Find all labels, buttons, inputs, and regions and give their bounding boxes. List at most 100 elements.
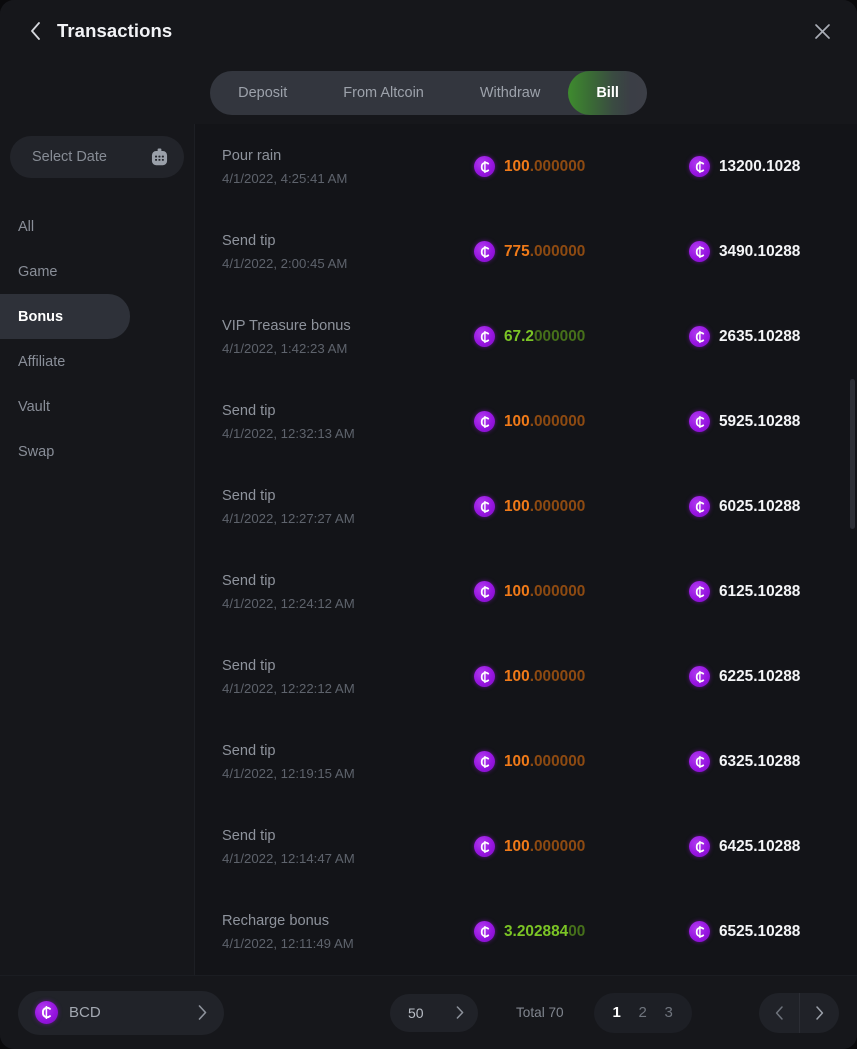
back-button[interactable] xyxy=(22,18,48,44)
transaction-amount-trailing: .000000 xyxy=(529,752,586,770)
currency-selector[interactable]: BCD xyxy=(18,990,224,1035)
transaction-balance: 6325.10288 xyxy=(719,752,801,770)
transaction-title: Send tip xyxy=(222,742,276,759)
transaction-amount-significant: 100 xyxy=(504,582,530,600)
transaction-amount-trailing: .000000 xyxy=(529,412,586,430)
sidebar-item-bonus[interactable]: Bonus xyxy=(0,294,130,339)
transaction-amount-cell: 67.2000000 xyxy=(474,326,689,347)
transaction-timestamp: 4/1/2022, 4:25:41 AM xyxy=(222,170,348,186)
transaction-title: VIP Treasure bonus xyxy=(222,317,351,334)
transaction-balance: 6125.10288 xyxy=(719,582,801,600)
tab-deposit[interactable]: Deposit xyxy=(238,85,288,101)
next-page-button[interactable] xyxy=(799,992,839,1033)
transaction-list[interactable]: Pour rain 4/1/2022, 4:25:41 AM 100.000000 1… xyxy=(195,124,857,975)
sidebar-item-game[interactable]: Game xyxy=(18,263,58,280)
transaction-amount-trailing: 000000 xyxy=(533,327,586,345)
transaction-row[interactable]: Pour rain 4/1/2022, 4:25:41 AM 100.000000 1… xyxy=(195,124,857,209)
transaction-row[interactable]: VIP Treasure bonus 4/1/2022, 1:42:23 AM 67… xyxy=(195,294,857,379)
modal-footer: BCD 50 Total 70 1 2 3 xyxy=(0,975,857,1049)
transaction-amount-cell: 100.000000 xyxy=(474,836,689,857)
page-button-2[interactable]: 2 xyxy=(638,1004,647,1021)
page-size-chevron xyxy=(456,1006,464,1019)
tabbar-container: Deposit From Altcoin Withdraw Bill xyxy=(0,62,857,124)
page-size-selector[interactable]: 50 xyxy=(390,993,478,1032)
sidebar-item-vault[interactable]: Vault xyxy=(18,398,50,415)
date-picker[interactable]: Select Date xyxy=(10,136,184,178)
page-title: Transactions xyxy=(57,20,173,41)
tab-from-altcoin[interactable]: From Altcoin xyxy=(343,85,424,101)
transaction-timestamp: 4/1/2022, 2:00:45 AM xyxy=(222,255,348,271)
chevron-right-icon xyxy=(198,1005,207,1020)
transaction-amount-cell: 775.000000 xyxy=(474,241,689,262)
transaction-amount: 100.000000 xyxy=(504,583,585,601)
transaction-balance-cell: 6425.10288 xyxy=(689,836,857,857)
transaction-title: Pour rain xyxy=(222,147,282,164)
transaction-timestamp: 4/1/2022, 12:24:12 AM xyxy=(222,595,355,611)
transaction-amount-trailing: .000000 xyxy=(529,667,586,685)
bcd-coin-icon xyxy=(474,326,495,347)
transaction-balance: 6225.10288 xyxy=(719,667,801,685)
transaction-balance: 6025.10288 xyxy=(719,497,801,515)
prev-page-button[interactable] xyxy=(759,993,799,1033)
transaction-amount-significant: 100 xyxy=(504,497,530,515)
date-picker-label: Select Date xyxy=(32,149,107,165)
tab-withdraw[interactable]: Withdraw xyxy=(479,85,541,101)
transaction-balance-cell: 6125.10288 xyxy=(689,581,857,602)
transaction-info: Send tip 4/1/2022, 12:19:15 AM xyxy=(222,743,474,781)
transaction-balance: 3490.10288 xyxy=(719,242,801,260)
transaction-balance: 13200.1028 xyxy=(719,157,801,175)
transaction-title: Send tip xyxy=(222,402,276,419)
sidebar-item-all[interactable]: All xyxy=(18,218,35,235)
transaction-amount: 100.000000 xyxy=(504,753,585,771)
cent-symbol-icon xyxy=(480,925,489,938)
transaction-balance: 6525.10288 xyxy=(719,922,801,940)
transaction-row[interactable]: Send tip 4/1/2022, 12:27:27 AM 100.000000 6… xyxy=(195,464,857,549)
transaction-row[interactable]: Send tip 4/1/2022, 12:19:15 AM 100.000000 6… xyxy=(195,719,857,804)
transaction-row[interactable]: Recharge bonus 4/1/2022, 12:11:49 AM 3.202… xyxy=(195,889,857,974)
chevron-left-icon xyxy=(30,22,40,40)
currency-chevron xyxy=(198,1005,207,1020)
transaction-amount: 775.000000 xyxy=(504,243,585,261)
page-button-1[interactable]: 1 xyxy=(612,1004,621,1021)
transaction-amount-trailing: .000000 xyxy=(529,242,586,260)
bcd-coin-icon xyxy=(474,496,495,517)
transaction-list-container: Pour rain 4/1/2022, 4:25:41 AM 100.000000 1… xyxy=(195,124,857,975)
transaction-balance: 6425.10288 xyxy=(719,837,801,855)
cent-symbol-icon xyxy=(695,670,704,683)
transaction-balance: 2635.10288 xyxy=(719,327,801,345)
transaction-balance-cell: 6025.10288 xyxy=(689,496,857,517)
page-button-3[interactable]: 3 xyxy=(664,1004,673,1021)
cent-symbol-icon xyxy=(480,415,489,428)
transaction-timestamp: 4/1/2022, 12:27:27 AM xyxy=(222,510,355,526)
transaction-amount: 67.2000000 xyxy=(504,328,585,346)
bcd-coin-icon xyxy=(474,411,495,432)
bcd-coin-icon xyxy=(689,496,710,517)
transaction-balance-cell: 6525.10288 xyxy=(689,921,857,942)
bcd-coin-icon xyxy=(35,1001,58,1024)
scrollbar-thumb[interactable] xyxy=(850,379,855,529)
cent-symbol-icon xyxy=(480,670,489,683)
transaction-amount-cell: 100.000000 xyxy=(474,411,689,432)
transaction-info: Send tip 4/1/2022, 12:24:12 AM xyxy=(222,573,474,611)
scrollbar-track[interactable] xyxy=(850,124,855,975)
close-button[interactable] xyxy=(807,16,837,46)
transaction-timestamp: 4/1/2022, 12:11:49 AM xyxy=(222,935,354,951)
transaction-amount-cell: 3.20288400 xyxy=(474,921,689,942)
transaction-row[interactable]: Send tip 4/1/2022, 2:00:45 AM 775.000000 34… xyxy=(195,209,857,294)
transaction-balance-cell: 13200.1028 xyxy=(689,156,857,177)
transaction-row[interactable]: Send tip 4/1/2022, 12:22:12 AM 100.000000 6… xyxy=(195,634,857,719)
tab-bill[interactable]: Bill xyxy=(568,71,647,115)
sidebar-item-affiliate[interactable]: Affiliate xyxy=(18,353,66,370)
sidebar-item-swap[interactable]: Swap xyxy=(18,443,55,460)
transaction-balance-cell: 5925.10288 xyxy=(689,411,857,432)
modal-body: Select Date All Game Bonus Affiliate Vau… xyxy=(0,124,857,975)
transaction-row[interactable]: Send tip 4/1/2022, 12:32:13 AM 100.000000 5… xyxy=(195,379,857,464)
transaction-info: Recharge bonus 4/1/2022, 12:11:49 AM xyxy=(222,913,474,951)
transaction-row[interactable]: Send tip 4/1/2022, 12:24:12 AM 100.000000 6… xyxy=(195,549,857,634)
transaction-amount: 100.000000 xyxy=(504,413,585,431)
transaction-row[interactable]: Send tip 4/1/2022, 12:14:47 AM 100.000000 6… xyxy=(195,804,857,889)
transaction-amount-significant: 100 xyxy=(504,752,530,770)
transaction-info: Send tip 4/1/2022, 12:22:12 AM xyxy=(222,658,474,696)
cent-symbol-icon xyxy=(695,160,704,173)
